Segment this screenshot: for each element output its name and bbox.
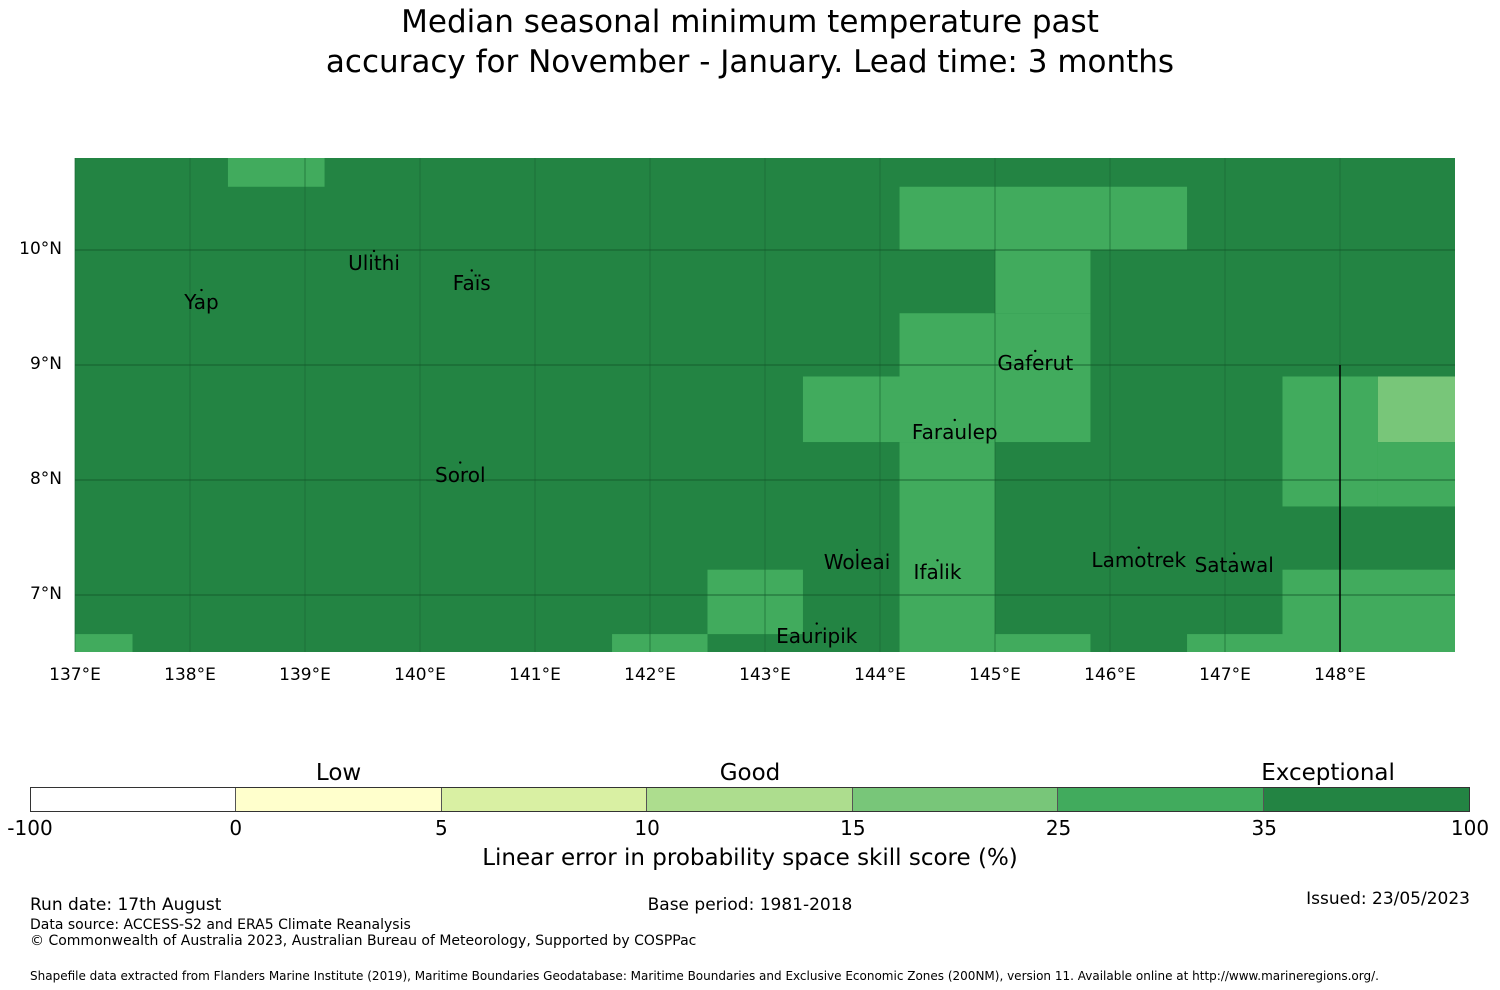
skill-cell (1282, 569, 1455, 652)
lon-tick-label: 137°E (49, 665, 101, 685)
lat-tick-label: 10°N (19, 239, 62, 259)
island-marker (1034, 349, 1037, 353)
colorbar-tick-label: 0 (229, 816, 243, 840)
colorbar-tick-label: 100 (1450, 816, 1490, 840)
colorbar-segment (647, 788, 853, 811)
copyright: © Commonwealth of Australia 2023, Austra… (30, 933, 697, 949)
island-label: Faïs (452, 270, 491, 295)
island-label: Eauripik (776, 623, 858, 648)
island-label: Gaferut (997, 351, 1074, 375)
island-label: Ifalik (913, 560, 962, 585)
shapefile-credit: Shapefile data extracted from Flanders M… (30, 969, 1379, 983)
skill-map (74, 158, 1455, 652)
colorbar-category-label: Good (719, 760, 781, 786)
map-title: Median seasonal minimum temperature past… (325, 4, 1175, 80)
base-period: Base period: 1981-2018 (647, 895, 853, 915)
colorbar-tick-label: 5 (435, 816, 448, 840)
run-date: Run date: 17th August (30, 895, 222, 915)
island-label: Faraulep (911, 420, 998, 444)
skill-cell (995, 634, 1091, 652)
skill-cell (1377, 376, 1455, 443)
colorbar-segment (31, 788, 237, 811)
lon-tick-label: 148°E (1314, 665, 1366, 685)
data-source: Data source: ACCESS-S2 and ERA5 Climate … (30, 917, 411, 933)
lon-tick-label: 140°E (394, 665, 446, 685)
lat-tick-label: 9°N (29, 354, 62, 374)
colorbar-segment (236, 788, 442, 811)
island-marker (470, 269, 473, 272)
island-marker (1233, 552, 1236, 555)
island-label: Sorol (434, 462, 486, 487)
skill-cell (1187, 634, 1283, 652)
lon-tick-label: 144°E (854, 665, 906, 685)
lon-tick-label: 143°E (739, 665, 791, 685)
colorbar-tick-label: -100 (7, 816, 53, 840)
colorbar-tick-label: 25 (1045, 816, 1072, 840)
colorbar-category-label: Low (315, 760, 362, 786)
lat-tick-label: 7°N (29, 584, 62, 604)
skill-cell (995, 250, 1091, 314)
lon-tick-label: 141°E (509, 665, 561, 685)
island-label: Yap (184, 290, 219, 315)
skill-cell (612, 634, 708, 652)
island-marker (459, 461, 462, 464)
lat-tick-label: 8°N (29, 469, 62, 489)
island-label: Ulithi (348, 250, 400, 275)
skill-cell (707, 569, 803, 635)
colorbar-tick-label: 10 (634, 816, 660, 840)
lon-tick-label: 139°E (279, 665, 331, 685)
graticule (74, 158, 1455, 652)
island-label: Lamotrek (1091, 547, 1187, 572)
skill-cell (75, 634, 133, 652)
lon-tick-label: 138°E (164, 665, 216, 685)
island-label: Woleai (823, 549, 891, 574)
skill-cell (227, 158, 325, 187)
island-marker (936, 559, 939, 562)
skill-cell (802, 376, 1091, 443)
colorbar-segment (1058, 788, 1264, 811)
island-label: Satawal (1194, 553, 1274, 578)
colorbar-segment (1263, 788, 1469, 811)
skill-cell (899, 186, 1188, 250)
colorbar-segment (852, 788, 1059, 811)
colorbar-label: Linear error in probability space skill … (482, 845, 1018, 871)
lon-tick-label: 145°E (969, 665, 1021, 685)
island-marker (953, 418, 956, 422)
island-marker (200, 288, 203, 292)
skill-cell (1377, 442, 1455, 507)
lon-tick-label: 142°E (624, 665, 676, 685)
island-markers (200, 249, 1236, 625)
island-marker (372, 249, 376, 253)
island-marker (815, 622, 818, 625)
lon-tick-label: 147°E (1199, 665, 1251, 685)
island-marker (1137, 546, 1140, 549)
colorbar-tick-label: 35 (1251, 816, 1277, 840)
skill-cell (1282, 376, 1378, 507)
colorbar (30, 787, 1470, 812)
issued-date: Issued: 23/05/2023 (1306, 889, 1470, 909)
colorbar-category-label: Exceptional (1261, 760, 1395, 786)
island-marker (855, 548, 859, 552)
lon-tick-label: 146°E (1084, 665, 1136, 685)
skill-cell (899, 442, 995, 652)
colorbar-segment (441, 788, 648, 811)
colorbar-tick-label: 15 (840, 816, 866, 840)
